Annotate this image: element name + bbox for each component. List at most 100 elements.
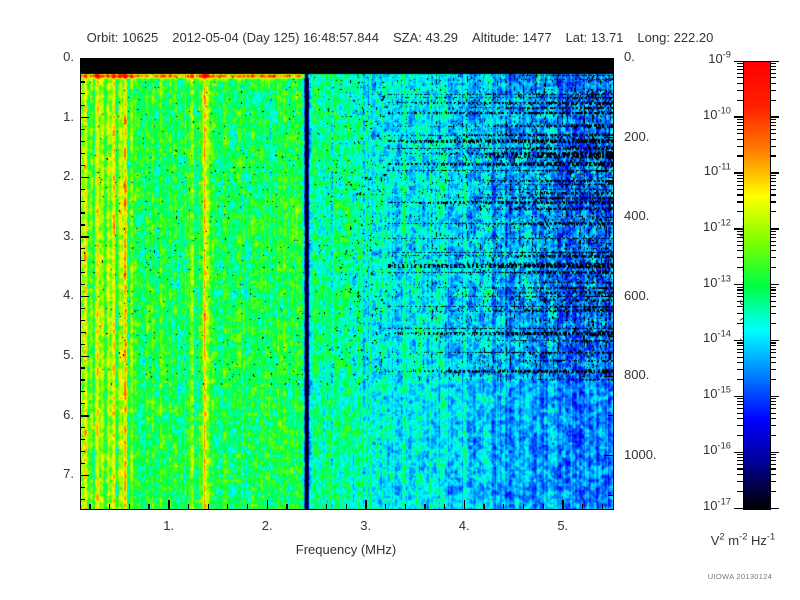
axis-tick <box>769 236 776 238</box>
axis-tick <box>769 82 776 84</box>
x-tick-label: 1. <box>163 518 175 533</box>
axis-tick <box>562 500 564 509</box>
axis-tick <box>737 177 744 179</box>
axis-tick <box>737 473 744 475</box>
axis-tick <box>737 118 744 121</box>
axis-tick <box>737 401 744 403</box>
unit-m-exponent: -2 <box>739 531 748 542</box>
axis-tick <box>89 504 91 509</box>
axis-tick <box>80 319 85 321</box>
axis-tick <box>483 504 485 509</box>
axis-tick <box>769 125 776 127</box>
axis-tick <box>737 72 744 74</box>
y2-tick-label: 200. <box>624 128 650 144</box>
header-datetime: 2012-05-04 (Day 125) 16:48:57.844 <box>172 30 379 45</box>
axis-tick <box>769 507 779 509</box>
y2-tick-label: 0. <box>624 49 635 64</box>
axis-tick <box>522 504 525 509</box>
axis-tick <box>608 176 613 178</box>
y-tick-label: 3. <box>63 227 74 243</box>
axis-tick <box>604 216 613 218</box>
axis-tick <box>769 286 776 288</box>
axis-tick <box>769 408 776 410</box>
axis-tick <box>737 292 744 294</box>
y-tick-label: 7. <box>63 466 74 482</box>
axis-tick <box>404 504 406 509</box>
axis-tick <box>734 228 744 230</box>
axis-tick <box>737 63 744 65</box>
axis-tick <box>80 415 89 417</box>
axis-tick <box>80 295 89 298</box>
header-altitude: Altitude: 1477 <box>472 30 552 45</box>
axis-tick <box>769 464 776 466</box>
axis-tick <box>769 172 779 174</box>
spectrogram-plot-area[interactable] <box>80 58 614 510</box>
axis-tick <box>227 504 229 509</box>
axis-tick <box>734 172 744 174</box>
axis-tick <box>737 424 744 427</box>
axis-tick <box>769 434 776 436</box>
axis-tick <box>80 212 85 214</box>
axis-tick <box>769 240 776 242</box>
axis-tick <box>80 462 85 464</box>
axis-tick <box>737 434 744 436</box>
sza-label: SZA: <box>392 30 422 45</box>
axis-tick <box>737 468 744 470</box>
axis-tick <box>737 286 744 288</box>
axis-tick <box>769 184 776 186</box>
axis-tick <box>581 504 584 509</box>
axis-tick <box>737 121 744 123</box>
y-tick-label: 4. <box>63 287 74 303</box>
axis-tick <box>246 504 249 509</box>
axis-tick <box>187 504 190 509</box>
axis-tick <box>80 427 85 429</box>
axis-tick <box>737 250 744 252</box>
header-sza: SZA: 43.29 <box>393 30 458 45</box>
y2-tick-label: 800. <box>624 367 650 383</box>
axis-tick <box>769 180 776 182</box>
x-tick-label: 2. <box>261 518 273 533</box>
y-tick-label: 5. <box>63 347 74 362</box>
axis-tick <box>769 356 776 358</box>
axis-tick <box>604 455 613 457</box>
axis-tick <box>769 89 776 91</box>
axis-tick <box>769 174 776 176</box>
unit-v: V <box>710 533 720 548</box>
colorbar-units-label: V2 m-2 Hz-1 <box>686 531 800 548</box>
axis-tick <box>384 504 387 509</box>
axis-tick <box>604 375 613 377</box>
axis-tick <box>608 415 613 417</box>
axis-tick <box>737 323 744 325</box>
axis-tick <box>734 451 744 454</box>
axis-tick <box>769 412 776 414</box>
axis-tick <box>737 230 744 232</box>
axis-tick <box>734 284 744 286</box>
axis-tick <box>769 228 779 230</box>
axis-tick <box>769 401 776 403</box>
axis-tick <box>80 188 85 190</box>
axis-tick <box>737 404 744 406</box>
axis-tick <box>80 391 85 393</box>
colorbar-tick-label: 10-16 <box>703 440 731 458</box>
colorbar[interactable] <box>743 61 771 510</box>
axis-tick <box>769 116 779 118</box>
header-long: Long: 222.20 <box>637 30 713 45</box>
axis-tick <box>80 200 85 202</box>
axis-tick <box>734 60 744 62</box>
axis-tick <box>769 201 776 203</box>
y-tick-label: 1. <box>63 108 74 124</box>
axis-tick <box>769 128 776 130</box>
header-orbit: Orbit: 10625 <box>87 30 159 45</box>
y-tick-label: 0. <box>63 49 74 64</box>
axis-tick <box>769 352 776 354</box>
axis-tick <box>769 451 779 454</box>
axis-tick <box>737 211 744 213</box>
axis-tick <box>80 272 85 274</box>
axis-tick <box>769 468 776 470</box>
axis-tick <box>769 398 776 400</box>
colorbar-tick-label: 10-11 <box>703 161 731 178</box>
axis-tick <box>286 504 288 509</box>
spectrogram-canvas[interactable] <box>81 59 613 509</box>
axis-tick <box>769 345 776 347</box>
axis-tick <box>769 457 776 459</box>
